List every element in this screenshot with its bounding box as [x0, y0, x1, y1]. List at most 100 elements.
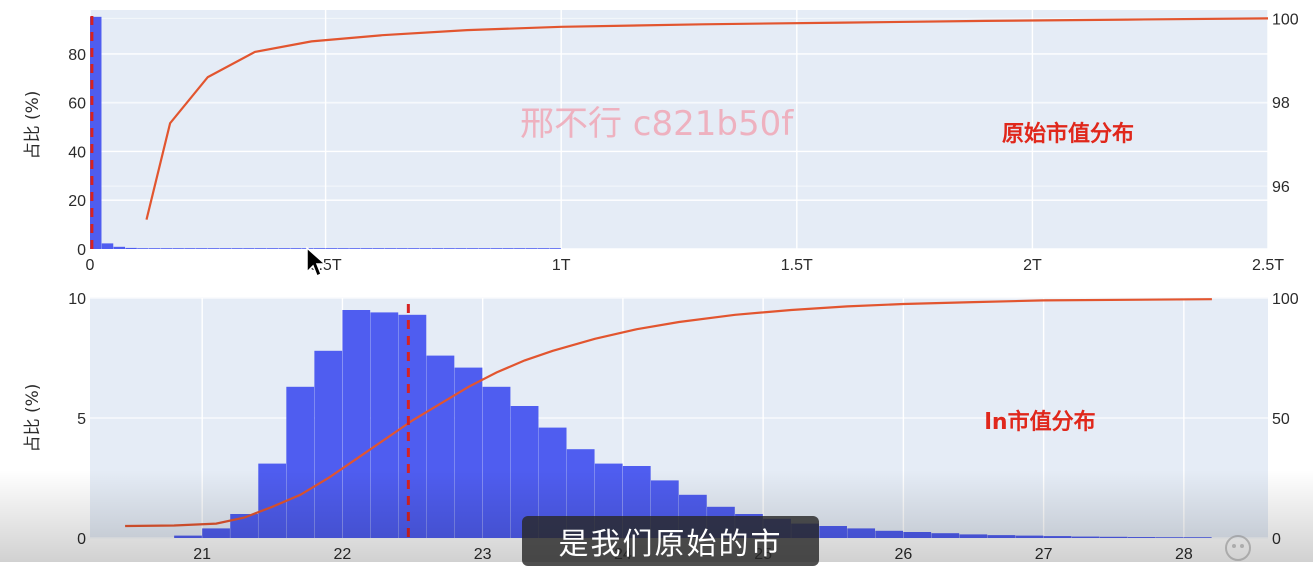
histogram-bar: [125, 247, 137, 249]
histogram-bar: [372, 248, 385, 249]
x-tick-label: 1T: [552, 257, 571, 274]
histogram-bar: [408, 248, 420, 249]
y2-tick-labels: 96 98 100: [1272, 11, 1299, 196]
histogram-bar: [1043, 536, 1072, 538]
x-tick-label: 1.5T: [781, 257, 813, 274]
y-tick-label: 0: [77, 531, 86, 548]
histogram-bar: [1183, 537, 1212, 538]
y-tick-label: 20: [68, 193, 86, 210]
histogram-bar: [184, 248, 196, 249]
y2-tick-label: 0: [1272, 531, 1281, 548]
histogram-bar: [875, 530, 904, 538]
histogram-bar: [231, 248, 243, 249]
subtitle-caption: 是我们原始的市: [522, 516, 819, 566]
histogram-bar: [1071, 536, 1100, 538]
y-tick-label: 40: [68, 144, 86, 161]
histogram-bar: [426, 355, 455, 538]
histogram-bar: [1015, 535, 1044, 538]
y-tick-label: 5: [77, 411, 86, 428]
histogram-bar: [466, 248, 479, 249]
histogram-bar: [174, 535, 202, 538]
histogram-bar: [443, 248, 455, 249]
histogram-bar: [266, 248, 279, 249]
histogram-bar: [342, 310, 371, 538]
histogram-bar: [537, 248, 550, 249]
x-tick-label: 2T: [1023, 257, 1042, 274]
x-tick-label: 0: [86, 257, 95, 274]
histogram-bar: [959, 534, 988, 538]
histogram-bar: [819, 526, 847, 538]
y-tick-label: 10: [68, 291, 86, 308]
x-tick-label: 22: [334, 546, 352, 562]
histogram-bar: [137, 248, 149, 249]
histogram-bar: [243, 248, 255, 249]
histogram-bar: [419, 248, 432, 249]
y-tick-label: 80: [68, 47, 86, 64]
histogram-bar: [1155, 537, 1184, 538]
histogram-bar: [313, 248, 326, 249]
histogram-bar: [455, 248, 467, 249]
histogram-bar: [431, 248, 444, 249]
x-tick-label: 28: [1175, 546, 1193, 562]
histogram-bar: [219, 248, 232, 249]
histogram-bar: [254, 248, 267, 249]
histogram-bar: [202, 528, 230, 538]
histogram-bar: [286, 386, 315, 538]
histogram-bar: [207, 248, 220, 249]
mouse-cursor-icon: [306, 246, 327, 278]
histogram-bar: [514, 248, 526, 249]
histogram-bar: [325, 248, 338, 249]
histogram-bar: [903, 532, 932, 538]
histogram-bar: [525, 248, 538, 249]
watermark-text: 邢不行 c821b50f: [520, 104, 794, 144]
y-tick-labels: 0 5 10: [68, 291, 86, 548]
histogram-bar: [337, 248, 349, 249]
y2-tick-labels: 0 50 100: [1272, 291, 1299, 548]
histogram-bar: [370, 312, 399, 538]
histogram-bar: [172, 248, 184, 249]
y-tick-label: 0: [77, 242, 86, 259]
plot-background: [90, 10, 1268, 249]
y-axis-label: 占比 (%): [23, 91, 43, 160]
y2-tick-label: 98: [1272, 95, 1290, 112]
histogram-bar: [482, 386, 511, 538]
histogram-bar: [90, 16, 102, 250]
histogram-bar: [101, 243, 114, 249]
y2-tick-label: 50: [1272, 411, 1290, 428]
subtitle-text: 是我们原始的市: [558, 527, 783, 562]
x-tick-label: 2.5T: [1252, 257, 1284, 274]
histogram-bar: [160, 248, 173, 249]
histogram-bar: [847, 528, 876, 538]
y2-tick-label: 100: [1272, 291, 1299, 308]
histogram-bar: [384, 248, 396, 249]
histogram-bars: [90, 16, 561, 250]
x-tick-label: 26: [894, 546, 912, 562]
histogram-bar: [931, 533, 960, 538]
histogram-bar: [396, 248, 408, 249]
histogram-bar: [113, 246, 126, 249]
histogram-bar: [258, 463, 287, 538]
raw-distribution-annotation: 原始市值分布: [1002, 121, 1134, 147]
x-tick-label: 23: [474, 546, 492, 562]
cdf-line: [125, 298, 1212, 528]
histogram-bar: [1099, 536, 1128, 538]
histogram-bar: [196, 248, 208, 249]
histogram-bar: [290, 248, 302, 249]
histogram-bar: [549, 248, 561, 249]
y-tick-labels: 0 20 40 60 80: [68, 47, 86, 259]
histogram-bar: [987, 535, 1016, 538]
cdf-line: [145, 17, 1269, 220]
x-tick-labels: 0 0.5T 1T 1.5T 2T 2.5T: [86, 257, 1285, 274]
histogram-bar: [1127, 537, 1156, 538]
histogram-bar: [502, 248, 514, 249]
histogram-bar: [314, 350, 343, 538]
histogram-bar: [360, 248, 373, 249]
y2-tick-label: 96: [1272, 179, 1290, 196]
y-axis-label: 占比 (%): [23, 384, 43, 453]
share-icon[interactable]: [1222, 530, 1262, 562]
y2-tick-label: 100: [1272, 11, 1299, 28]
x-tick-label: 21: [193, 546, 211, 562]
histogram-bar: [490, 248, 502, 249]
